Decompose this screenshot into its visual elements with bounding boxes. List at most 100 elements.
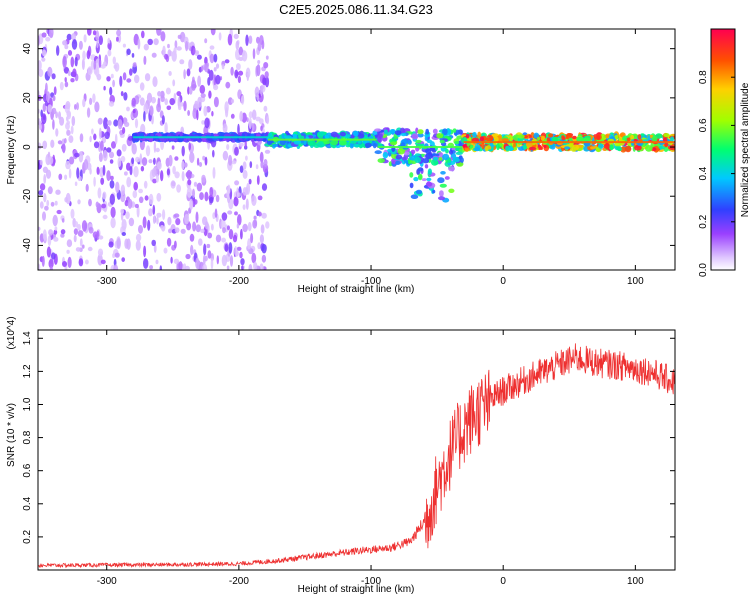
heatmap-cell — [78, 151, 84, 163]
heatmap-cell — [491, 133, 499, 137]
heatmap-cell — [123, 92, 128, 101]
heatmap-cell — [42, 211, 46, 221]
heatmap-cell — [202, 263, 208, 270]
heatmap-cell — [97, 117, 103, 125]
heatmap-cell — [245, 34, 249, 47]
heatmap-cell — [129, 68, 133, 76]
heatmap-cell — [41, 49, 47, 57]
heatmap-cell — [382, 151, 389, 159]
heatmap-cell — [61, 218, 65, 223]
heatmap-cell — [439, 183, 447, 188]
heatmap-cell — [38, 60, 42, 71]
heatmap-cell — [221, 254, 228, 267]
heatmap-cell — [79, 238, 83, 247]
heatmap-cell — [83, 34, 87, 43]
heatmap-cell — [56, 45, 60, 56]
heatmap-cell — [403, 151, 410, 156]
heatmap-cell — [184, 265, 190, 270]
heatmap-cell — [231, 160, 237, 165]
heatmap-cell — [426, 177, 432, 182]
heatmap-cell — [153, 157, 156, 165]
heatmap-cell — [439, 190, 444, 197]
heatmap-cell — [109, 159, 114, 164]
heatmap-cell — [117, 119, 123, 130]
heatmap-cell — [179, 31, 186, 43]
heatmap-cell — [42, 229, 47, 242]
heatmap-cell — [374, 150, 382, 155]
heatmap-cell — [252, 219, 258, 229]
heatmap-cell — [262, 163, 269, 173]
heatmap-cell — [209, 45, 215, 50]
snr-scale-label: (x10^4) — [6, 316, 17, 349]
spectrogram-heatmap — [38, 29, 675, 270]
heatmap-cell — [125, 211, 130, 220]
heatmap-cell — [239, 251, 243, 259]
heatmap-cell — [43, 193, 47, 203]
heatmap-cell — [74, 104, 77, 110]
heatmap-cell — [70, 125, 74, 135]
heatmap-cell — [113, 264, 119, 270]
heatmap-cell — [241, 50, 248, 62]
heatmap-cell — [157, 91, 162, 97]
heatmap-cell — [227, 97, 233, 105]
heatmap-cell — [194, 100, 199, 109]
heatmap-cell — [221, 237, 227, 243]
heatmap-cell — [255, 164, 259, 170]
heatmap-cell — [658, 146, 666, 150]
heatmap-cell — [45, 36, 51, 42]
heatmap-cell — [155, 147, 160, 153]
heatmap-cell — [455, 151, 463, 155]
heatmap-cell — [102, 164, 106, 176]
heatmap-cell — [126, 48, 131, 56]
heatmap-cell — [75, 247, 81, 252]
heatmap-cell — [409, 172, 414, 178]
heatmap-cell — [107, 37, 111, 46]
heatmap-cell — [120, 184, 126, 196]
heatmap-cell — [230, 113, 235, 119]
heatmap-cell — [439, 139, 445, 144]
heatmap-cell — [131, 53, 135, 58]
heatmap-cell — [501, 138, 509, 143]
heatmap-cell — [378, 133, 383, 139]
spectrogram-xlabel: Height of straight line (km) — [298, 284, 415, 295]
heatmap-cell — [47, 156, 54, 165]
heatmap-cell — [44, 205, 49, 211]
heatmap-cell — [160, 31, 166, 42]
heatmap-cell — [114, 252, 120, 258]
heatmap-cell — [174, 40, 178, 49]
figure-title: C2E5.2025.086.11.34.G23 — [279, 2, 433, 17]
heatmap-cell — [171, 145, 175, 150]
heatmap-cell — [266, 116, 270, 125]
heatmap-band-0 — [38, 29, 271, 270]
heatmap-cell — [102, 149, 108, 162]
spectrogram-ylabel: Frequency (Hz) — [6, 116, 17, 185]
heatmap-cell — [188, 142, 191, 151]
heatmap-cell — [432, 128, 438, 134]
heatmap-cell — [247, 221, 252, 232]
heatmap-cell — [70, 208, 75, 219]
heatmap-cell — [324, 135, 330, 139]
heatmap-cell — [120, 208, 125, 214]
heatmap-cell — [102, 214, 108, 220]
heatmap-cell — [263, 137, 267, 142]
heatmap-cell — [208, 69, 214, 81]
heatmap-cell — [85, 259, 89, 265]
heatmap-cell — [183, 100, 187, 112]
heatmap-cell — [74, 181, 78, 187]
heatmap-cell — [163, 247, 168, 254]
heatmap-cell — [353, 130, 359, 137]
heatmap-cell — [257, 42, 262, 52]
heatmap-cell — [148, 208, 153, 217]
x-tick-label: -100 — [361, 576, 381, 587]
heatmap-cell — [61, 143, 66, 153]
heatmap-cell — [410, 149, 416, 155]
heatmap-cell — [67, 111, 71, 120]
heatmap-cell — [164, 122, 168, 134]
heatmap-cell — [485, 137, 493, 142]
heatmap-cell — [220, 219, 226, 230]
heatmap-cell — [251, 109, 257, 121]
heatmap-cell — [82, 98, 86, 108]
heatmap-cell — [389, 129, 397, 134]
heatmap-cell — [113, 119, 119, 127]
heatmap-cell — [472, 131, 477, 138]
